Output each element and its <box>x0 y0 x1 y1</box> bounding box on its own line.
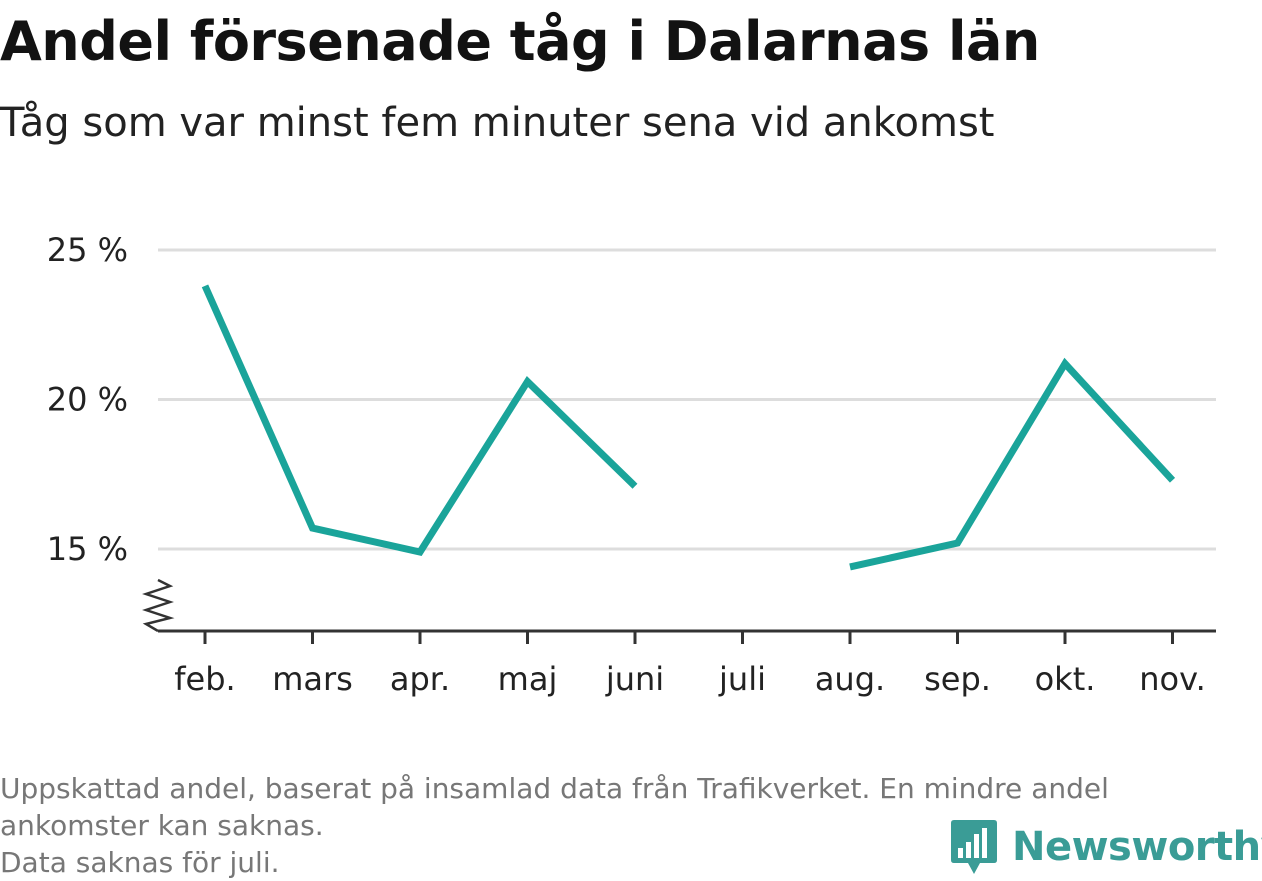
y-tick-label: 20 % <box>47 381 128 419</box>
y-tick-label: 15 % <box>47 530 128 568</box>
brand-name: Newsworthy <box>1012 824 1262 870</box>
x-axis-labels: feb. mars apr. maj juni juli aug. sep. okt. nov. <box>174 660 1205 698</box>
y-tick-label: 25 % <box>47 231 128 269</box>
line-chart: 15 % 20 % 25 % feb. mars apr. maj juni juli aug.… <box>47 231 1216 698</box>
series-line-segment <box>849 357 1176 571</box>
x-tick-label: feb. <box>174 660 235 698</box>
newsworthy-logo: Newsworthy <box>950 818 1262 876</box>
axis-break-marker <box>142 578 175 633</box>
bar-chart-bubble-icon <box>951 820 997 874</box>
chart-subtitle: Tåg som var minst fem minuter sena vid a… <box>0 100 995 146</box>
chart-title: Andel försenade tåg i Dalarnas län <box>0 10 1040 73</box>
y-axis-labels: 15 % 20 % 25 % <box>47 231 128 568</box>
x-tick-label: mars <box>272 660 353 698</box>
x-tick-label: maj <box>498 660 558 698</box>
series-line-segment <box>201 284 638 556</box>
x-tick-label: apr. <box>390 660 450 698</box>
footnote-line: Uppskattad andel, baserat på insamlad da… <box>0 772 1109 805</box>
footnote-line: ankomster kan saknas. <box>0 809 324 842</box>
footnote: Uppskattad andel, baserat på insamlad da… <box>0 770 1250 881</box>
x-tick-label: juli <box>718 660 766 698</box>
x-tick-label: okt. <box>1035 660 1096 698</box>
x-tick-label: juni <box>605 660 664 698</box>
footnote-line: Data saknas för juli. <box>0 846 280 879</box>
x-tick-label: aug. <box>815 660 885 698</box>
series-lines <box>201 284 1176 571</box>
x-axis <box>142 578 1216 644</box>
x-tick-label: nov. <box>1139 660 1205 698</box>
gridlines <box>158 248 1216 551</box>
x-tick-label: sep. <box>924 660 991 698</box>
